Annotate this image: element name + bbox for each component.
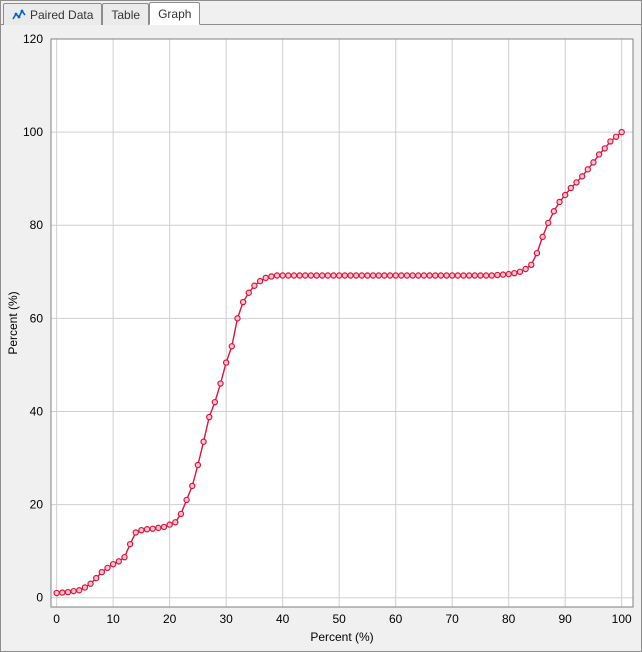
y-tick-label: 40 [30, 404, 44, 418]
tab-strip: Paired Data Table Graph [1, 1, 641, 25]
x-tick-label: 10 [106, 612, 120, 626]
x-tick-label: 60 [389, 612, 403, 626]
tab-paired-data[interactable]: Paired Data [3, 3, 102, 25]
y-tick-label: 80 [30, 218, 44, 232]
chart-container: 0 10 20 30 40 50 60 70 80 90 100 0 20 40 60 80 100 120 Per… [1, 25, 641, 651]
y-tick-label: 60 [30, 311, 44, 325]
tab-table[interactable]: Table [102, 3, 149, 25]
tab-graph[interactable]: Graph [149, 2, 200, 25]
y-axis-label: Percent (%) [6, 291, 20, 354]
y-tick-label: 0 [36, 591, 43, 605]
chart-window: { "tabs": [ { "label": "Paired Data", "h… [0, 0, 642, 652]
x-tick-label: 0 [53, 612, 60, 626]
y-tick-label: 100 [23, 125, 43, 139]
x-tick-label: 70 [446, 612, 460, 626]
x-tick-label: 90 [559, 612, 573, 626]
x-axis-label: Percent (%) [310, 630, 373, 644]
y-tick-label: 120 [23, 32, 43, 46]
x-tick-label: 20 [163, 612, 177, 626]
paired-data-icon [12, 8, 26, 22]
x-tick-label: 40 [276, 612, 290, 626]
x-tick-label: 30 [219, 612, 233, 626]
x-tick-label: 100 [612, 612, 632, 626]
tab-label: Paired Data [30, 8, 93, 22]
chart-content: 0 10 20 30 40 50 60 70 80 90 100 0 20 40 60 80 100 120 Per… [1, 25, 641, 651]
chart-svg: 0 10 20 30 40 50 60 70 80 90 100 0 20 40 60 80 100 120 Per… [1, 25, 641, 651]
y-tick-label: 20 [30, 498, 44, 512]
tab-label: Graph [158, 7, 191, 21]
x-tick-label: 80 [502, 612, 516, 626]
tab-label: Table [111, 8, 140, 22]
x-tick-label: 50 [332, 612, 346, 626]
